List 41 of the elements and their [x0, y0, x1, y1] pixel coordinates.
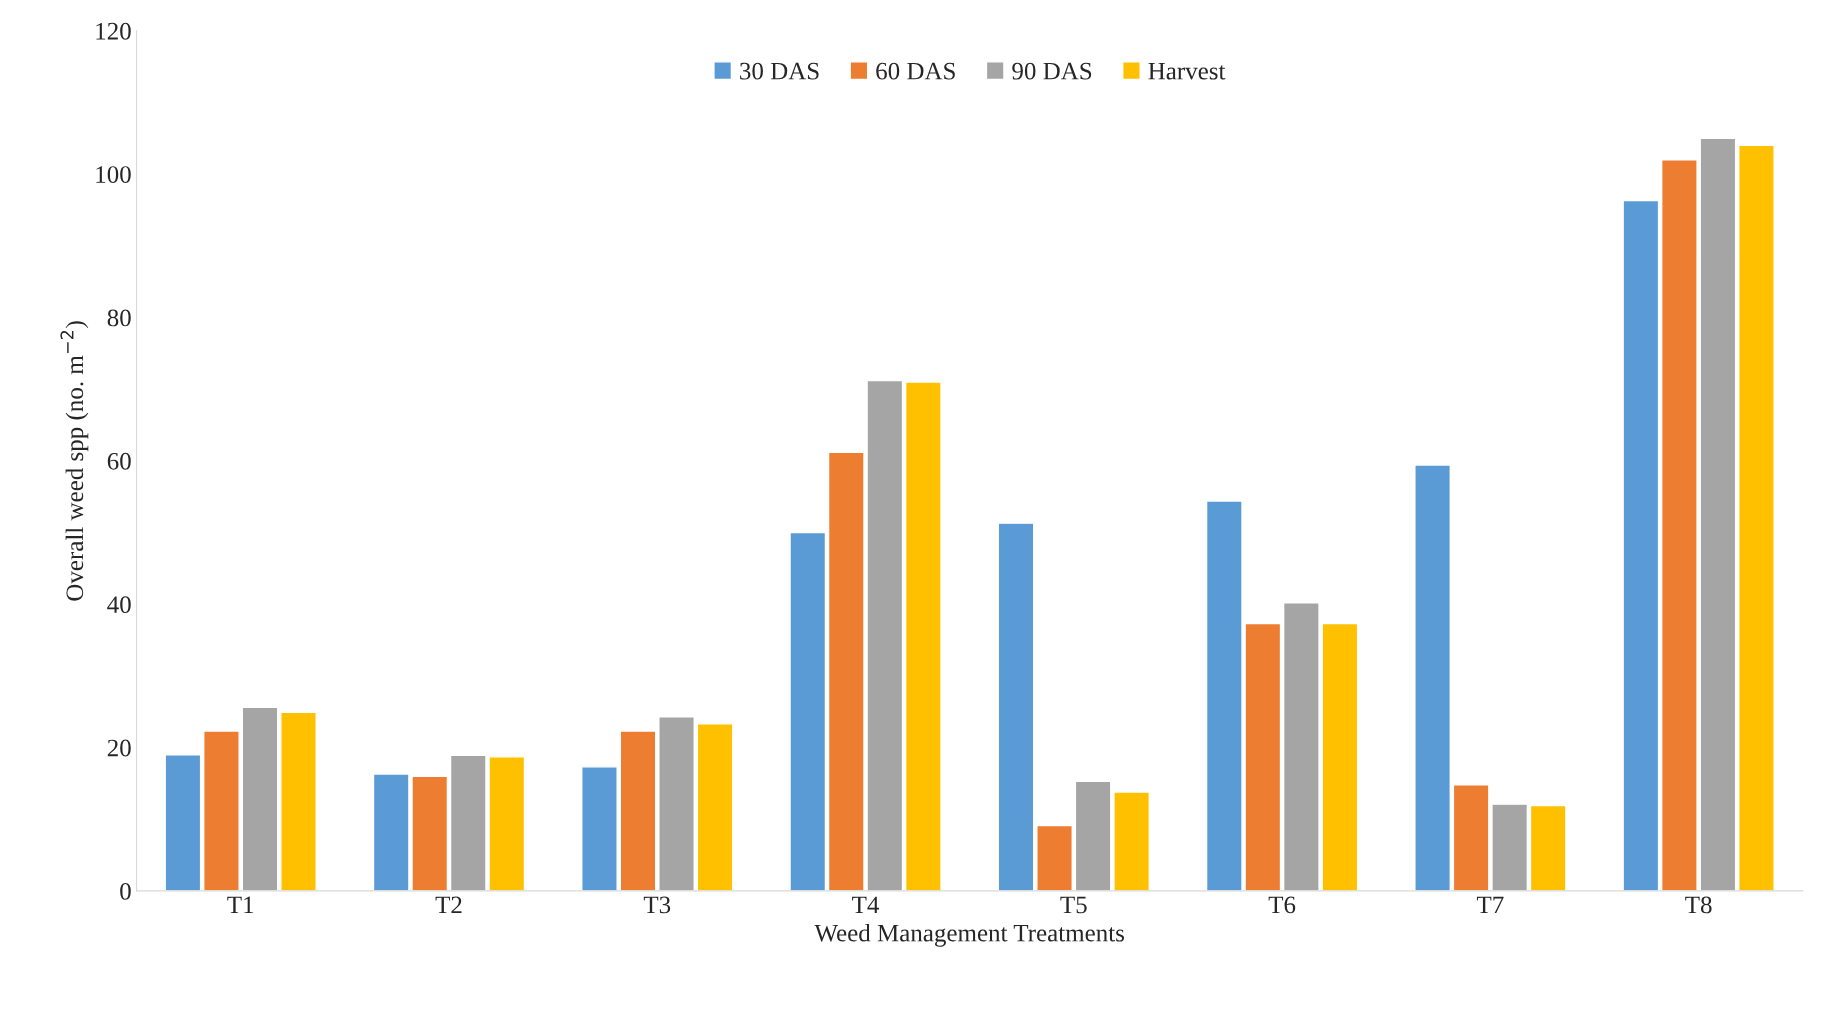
bar — [280, 711, 317, 891]
bar — [1529, 804, 1567, 891]
y-tick-label: 40 — [107, 596, 131, 614]
y-axis-title: Overall weed spp (no. m$^{−2}$) — [60, 321, 89, 601]
bar — [1414, 464, 1451, 891]
legend-label: 30 DAS — [740, 62, 819, 80]
bar — [1074, 780, 1112, 891]
bar — [203, 730, 240, 891]
y-tick-label: 80 — [107, 309, 131, 327]
bar — [581, 766, 618, 891]
x-tick-label: T6 — [1268, 896, 1296, 914]
y-tick-label: 0 — [120, 882, 131, 900]
legend-label: 60 DAS — [876, 62, 955, 80]
x-tick-label: T2 — [435, 896, 462, 914]
x-tick-label: T1 — [227, 896, 254, 914]
y-tick-label: 120 — [96, 22, 131, 40]
bar — [241, 706, 279, 891]
bar — [997, 522, 1035, 891]
legend-label: Harvest — [1148, 62, 1226, 80]
bar — [1622, 199, 1660, 891]
bar — [1660, 159, 1698, 891]
bar — [1738, 144, 1775, 891]
bar — [1699, 137, 1737, 891]
x-tick-label: T8 — [1685, 896, 1712, 914]
bar — [619, 730, 657, 891]
bar — [696, 723, 734, 891]
x-tick-label: T7 — [1476, 896, 1504, 914]
x-tick-label: T5 — [1060, 896, 1087, 914]
bar — [789, 531, 827, 891]
bar — [1113, 791, 1151, 891]
bar — [658, 716, 695, 891]
bar — [1036, 824, 1073, 891]
x-axis-title: Weed Management Treatments — [814, 923, 1124, 947]
legend-label: 90 DAS — [1012, 62, 1092, 80]
y-tick-label: 100 — [96, 166, 131, 183]
y-tick-label: 60 — [107, 452, 131, 470]
x-tick-label: T3 — [643, 896, 671, 914]
bar — [164, 753, 202, 891]
bar — [904, 381, 942, 891]
y-tick-label: 20 — [107, 739, 131, 757]
x-tick-label: T4 — [852, 896, 880, 914]
